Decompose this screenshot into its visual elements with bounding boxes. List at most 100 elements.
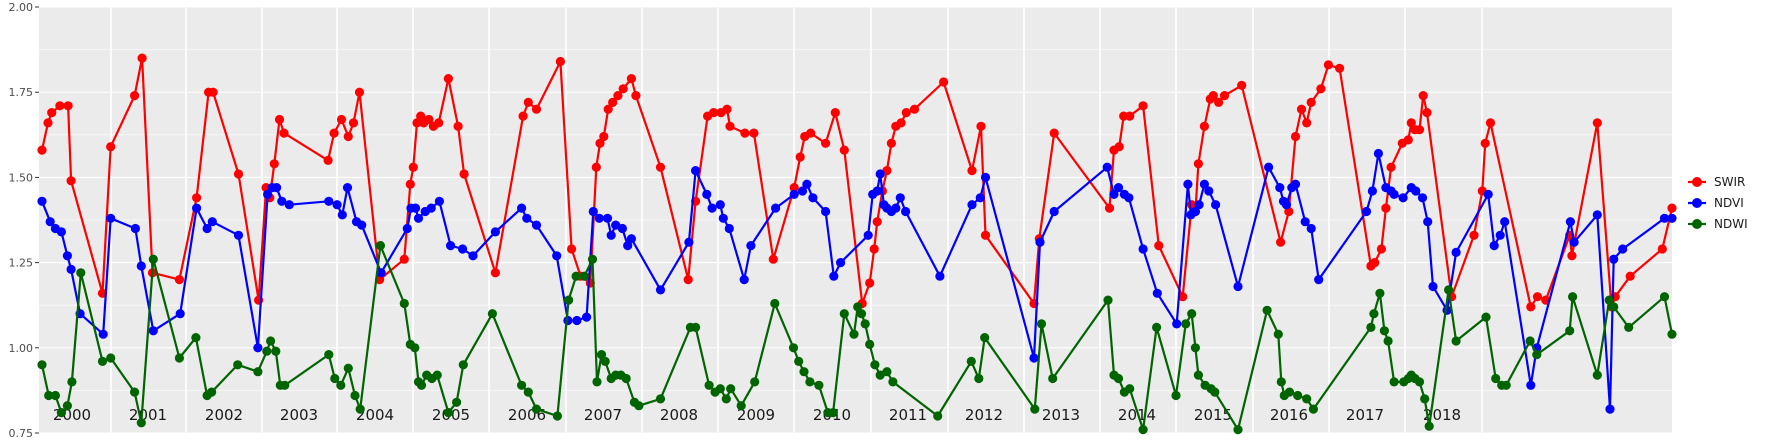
data-point xyxy=(975,193,985,203)
data-point xyxy=(329,128,339,138)
data-point xyxy=(1276,377,1286,387)
data-point xyxy=(452,397,462,407)
data-point xyxy=(412,118,422,128)
data-point xyxy=(567,244,577,254)
data-point xyxy=(1370,258,1380,268)
data-point xyxy=(1525,336,1535,346)
data-point xyxy=(1526,302,1536,312)
data-point xyxy=(1204,186,1214,196)
data-point xyxy=(56,227,66,237)
data-point xyxy=(626,234,637,244)
data-point xyxy=(1152,288,1162,298)
data-point xyxy=(1308,404,1318,414)
data-point xyxy=(531,404,542,414)
data-point xyxy=(1193,159,1203,169)
data-point xyxy=(1152,322,1162,332)
data-point xyxy=(66,176,76,186)
data-point xyxy=(592,377,602,387)
data-point xyxy=(1316,84,1326,94)
data-point xyxy=(207,387,217,397)
data-point xyxy=(1428,281,1438,292)
data-point xyxy=(336,114,347,125)
data-point xyxy=(97,356,108,366)
data-point xyxy=(802,179,812,189)
year-label: 2008 xyxy=(660,406,698,424)
data-point xyxy=(354,87,365,97)
data-point xyxy=(1314,275,1324,285)
data-point xyxy=(523,97,533,107)
data-point xyxy=(886,138,897,148)
data-point xyxy=(771,203,781,213)
data-point xyxy=(1667,329,1677,339)
data-point xyxy=(459,169,469,179)
data-point xyxy=(683,275,693,285)
data-point xyxy=(274,114,285,125)
data-point xyxy=(1219,91,1230,101)
data-point xyxy=(888,377,898,387)
data-point xyxy=(655,285,666,295)
data-point xyxy=(1605,404,1615,414)
data-point xyxy=(707,203,717,213)
data-point xyxy=(1659,292,1670,302)
legend-label: NDWI xyxy=(1714,217,1748,231)
data-point xyxy=(1276,237,1286,247)
data-point xyxy=(1290,131,1301,142)
data-point xyxy=(1049,128,1059,138)
data-point xyxy=(839,145,849,155)
data-point xyxy=(202,223,212,234)
data-point xyxy=(490,268,500,278)
data-point xyxy=(106,142,116,152)
data-point xyxy=(1373,148,1383,159)
data-point xyxy=(233,360,243,370)
data-point xyxy=(518,111,528,121)
data-point xyxy=(572,315,582,326)
data-point xyxy=(1420,394,1430,404)
data-point xyxy=(408,162,418,172)
data-point xyxy=(1451,336,1461,346)
data-point xyxy=(410,203,421,213)
data-point xyxy=(1290,179,1301,189)
data-point xyxy=(337,210,347,220)
data-point xyxy=(174,275,184,285)
data-point xyxy=(617,223,628,234)
data-point xyxy=(410,343,420,353)
data-point xyxy=(829,271,839,281)
data-point xyxy=(794,356,804,366)
data-point xyxy=(967,166,977,176)
data-point xyxy=(1481,312,1491,322)
data-point xyxy=(856,309,867,319)
data-point xyxy=(1210,387,1220,397)
data-point xyxy=(1491,373,1501,384)
data-point xyxy=(1103,295,1113,305)
data-point xyxy=(600,356,610,366)
data-point xyxy=(579,271,589,281)
data-point xyxy=(865,278,875,288)
data-point xyxy=(770,298,780,309)
data-point xyxy=(1262,305,1272,315)
data-point xyxy=(603,104,613,114)
data-point xyxy=(1154,241,1164,251)
data-point xyxy=(702,189,712,199)
data-point xyxy=(1414,377,1425,387)
data-point xyxy=(1302,394,1312,404)
data-point xyxy=(1181,319,1191,329)
data-point xyxy=(192,193,202,203)
data-point xyxy=(37,360,47,370)
year-label: 2013 xyxy=(1042,406,1080,424)
data-point xyxy=(872,186,882,196)
data-point xyxy=(443,408,453,418)
data-point xyxy=(1624,322,1634,332)
data-point xyxy=(1376,244,1386,254)
data-point xyxy=(623,241,633,251)
legend-label: SWIR xyxy=(1714,175,1745,189)
data-point xyxy=(1138,244,1148,254)
data-point xyxy=(1233,425,1243,435)
series-line xyxy=(40,56,1674,308)
data-point xyxy=(571,271,581,281)
data-point xyxy=(821,206,831,217)
data-point xyxy=(901,206,911,217)
legend-key-point xyxy=(1692,177,1702,187)
data-point xyxy=(634,401,644,411)
data-point xyxy=(1657,244,1667,254)
data-point xyxy=(332,200,342,210)
